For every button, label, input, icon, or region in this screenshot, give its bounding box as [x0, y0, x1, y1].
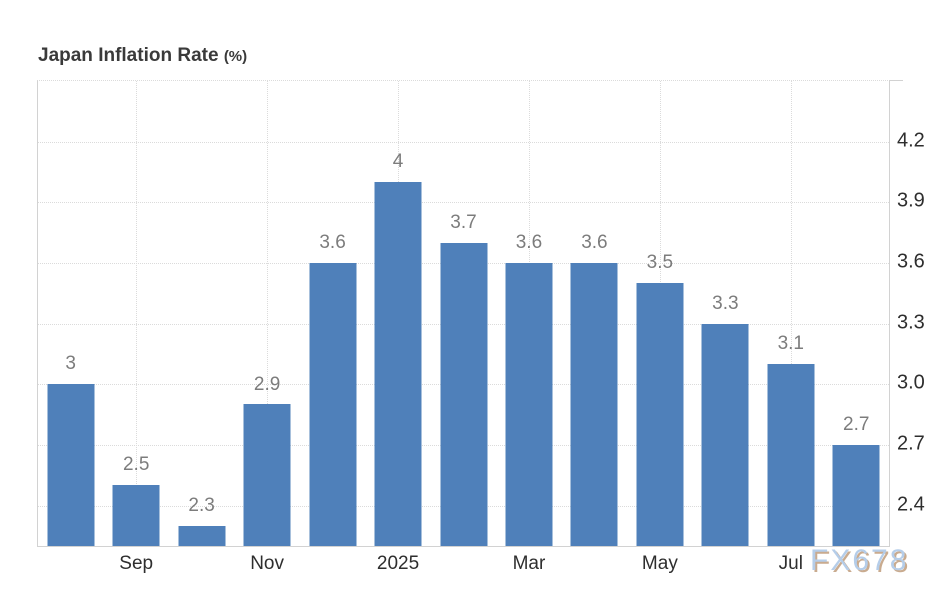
bar-value-label: 3.3	[712, 292, 739, 314]
x-axis-tick-label: Jul	[778, 553, 803, 574]
bar-value-label: 3	[65, 353, 77, 375]
bar	[47, 384, 95, 546]
bar-value-label: 3.6	[319, 232, 346, 254]
bar-value-label: 2.5	[122, 454, 150, 476]
gridline-horizontal	[38, 202, 889, 204]
bar	[505, 262, 553, 546]
x-axis-tick-label: Nov	[250, 553, 285, 574]
bar	[767, 364, 815, 546]
y-axis: 4.2 3.9 3.6 3.3 3.0 2.7 2.4	[897, 80, 939, 545]
bar-value-label: 3.7	[450, 211, 477, 233]
x-axis-tick-label: Mar	[512, 553, 546, 574]
x-axis: Sep Nov 2025 Mar May Jul	[38, 553, 889, 579]
bar	[832, 444, 880, 546]
bar	[243, 404, 291, 546]
x-axis-tick-label: 2025	[376, 553, 420, 574]
bar-value-label: 4	[392, 151, 404, 173]
bar	[636, 283, 684, 546]
bar	[112, 485, 160, 546]
bar	[570, 262, 618, 546]
y-axis-tick-label: 4.2	[897, 129, 925, 152]
gridline-vertical	[267, 81, 269, 546]
y-axis-tick-label: 3.0	[897, 371, 925, 394]
gridline-horizontal	[38, 141, 889, 143]
y-axis-tick-label: 3.9	[897, 189, 925, 212]
bar-value-label: 2.9	[253, 373, 281, 395]
x-axis-tick-label: Sep	[119, 553, 154, 574]
bar	[178, 525, 226, 546]
watermark: FX678	[810, 544, 909, 577]
bar-value-label: 3.6	[581, 232, 608, 254]
y-axis-tick-label: 2.4	[897, 493, 925, 516]
gridline-vertical	[790, 81, 792, 546]
bar	[440, 242, 487, 546]
bar-value-label: 3.5	[646, 252, 674, 274]
y-axis-tick-label: 3.3	[897, 311, 925, 334]
plot-area: 3 2.5 2.3 2.9 3.6 4 3.7 3.6 3.6 3.5 3.3 3.1 2.7	[37, 80, 890, 547]
y-axis-tick-label: 3.6	[897, 250, 925, 273]
gridline-vertical	[136, 81, 138, 546]
bar-value-label: 3.6	[515, 232, 543, 254]
page-title: Japan Inflation Rate (%)	[38, 45, 247, 67]
bar	[374, 182, 422, 546]
y-axis-top-tick	[889, 80, 903, 81]
chart-title-unit: (%)	[223, 48, 248, 65]
bar-value-label: 2.7	[843, 414, 870, 436]
chart-title-text: Japan Inflation Rate	[38, 45, 219, 66]
x-axis-tick-label: May	[641, 553, 678, 574]
bar-value-label: 2.3	[188, 494, 215, 516]
bar	[309, 262, 357, 546]
y-axis-tick-label: 2.7	[897, 432, 925, 455]
bar	[701, 323, 749, 546]
bar-value-label: 3.1	[777, 333, 805, 355]
